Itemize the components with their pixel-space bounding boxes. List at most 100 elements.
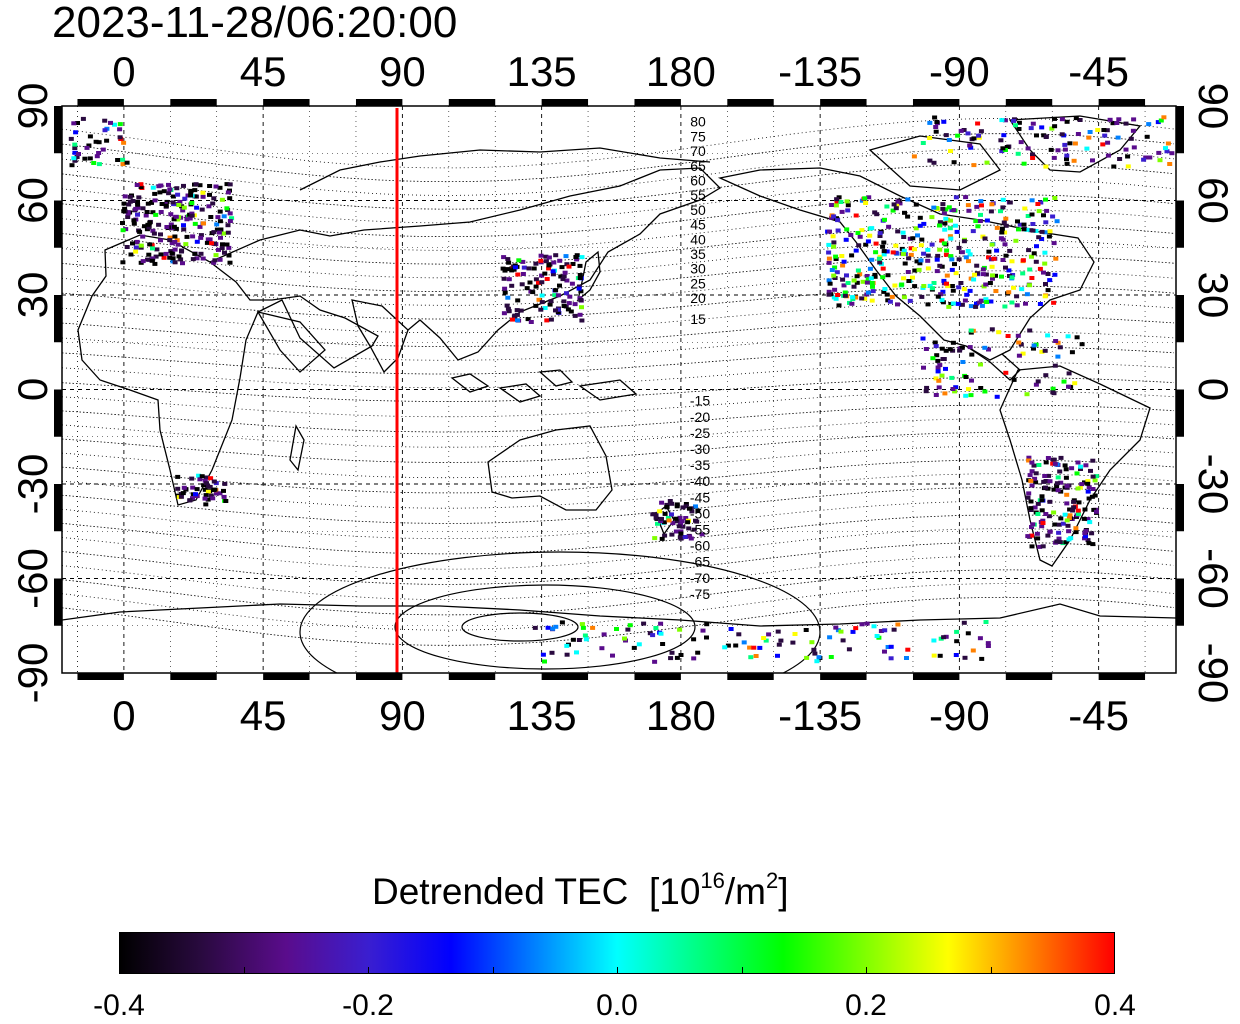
tec-point xyxy=(910,275,915,280)
tec-point xyxy=(878,629,884,633)
tec-point xyxy=(557,258,563,263)
tec-point xyxy=(223,499,229,503)
tec-point xyxy=(153,254,159,259)
tec-point xyxy=(136,195,142,200)
tec-point xyxy=(147,242,153,247)
tec-point xyxy=(869,226,875,231)
tec-point xyxy=(125,215,131,219)
tec-point xyxy=(213,491,219,496)
tec-point xyxy=(536,280,541,285)
tec-point xyxy=(539,300,545,305)
tec-point xyxy=(657,509,663,514)
tec-point xyxy=(653,626,659,630)
tec-point xyxy=(227,260,233,265)
tec-point xyxy=(147,220,153,225)
tec-point xyxy=(904,656,909,660)
tec-point xyxy=(1047,479,1053,484)
tec-point xyxy=(96,151,102,155)
tec-point xyxy=(543,254,549,259)
tec-point xyxy=(539,280,545,285)
right-lat-label: 60 xyxy=(1190,177,1237,224)
tec-point xyxy=(908,252,914,257)
tec-point xyxy=(200,190,206,195)
tec-point xyxy=(677,515,683,520)
tec-point xyxy=(1032,505,1038,510)
tec-point xyxy=(1042,230,1048,235)
tec-point xyxy=(845,208,851,213)
tec-point xyxy=(962,298,968,303)
tec-point xyxy=(1050,214,1056,219)
tec-point xyxy=(1164,149,1170,154)
tec-point xyxy=(72,158,78,163)
tec-point xyxy=(1047,278,1053,283)
tec-point xyxy=(934,120,940,124)
tec-point xyxy=(927,158,933,163)
tec-point xyxy=(226,253,232,258)
bottom-lon-label: 0 xyxy=(112,692,135,739)
tec-point xyxy=(983,297,989,302)
tec-point xyxy=(983,620,989,624)
tec-point xyxy=(169,241,175,246)
right-tick-bar xyxy=(1176,484,1184,532)
tec-point xyxy=(154,247,160,252)
tec-point xyxy=(636,642,642,647)
tec-point xyxy=(989,264,995,269)
tec-point xyxy=(826,292,832,297)
tec-point xyxy=(880,275,886,280)
tec-point xyxy=(164,199,170,204)
tec-point xyxy=(851,284,857,289)
tec-point xyxy=(1074,471,1080,476)
tec-point xyxy=(1066,537,1072,542)
right-lat-label: -90 xyxy=(1190,643,1237,704)
tec-point xyxy=(882,287,888,291)
tec-point xyxy=(1125,164,1131,169)
tec-point xyxy=(225,223,231,228)
tec-point xyxy=(988,209,994,214)
tec-point xyxy=(520,272,526,276)
magnetic-contour xyxy=(62,404,1175,433)
tec-point xyxy=(1064,501,1070,506)
tec-point xyxy=(864,280,870,285)
tec-point xyxy=(1061,379,1067,384)
tec-point xyxy=(1071,505,1077,510)
tec-point xyxy=(625,627,631,632)
tec-point xyxy=(1085,538,1091,543)
tec-point xyxy=(1045,333,1051,338)
top-tick-bar xyxy=(820,99,867,106)
tec-point xyxy=(676,524,682,529)
bottom-lon-label: 135 xyxy=(507,692,577,739)
left-tick-bar xyxy=(54,578,62,626)
tec-point xyxy=(1067,513,1073,518)
tec-point xyxy=(71,156,77,161)
tec-point xyxy=(135,205,141,210)
tec-point xyxy=(178,494,184,499)
tec-point xyxy=(968,328,974,333)
tec-point xyxy=(1052,196,1058,200)
tec-point xyxy=(564,643,570,648)
tec-point xyxy=(1094,509,1099,514)
tec-point xyxy=(1092,478,1098,483)
tec-point xyxy=(1009,259,1015,264)
tec-point xyxy=(893,243,899,248)
tec-point xyxy=(846,647,852,652)
tec-point xyxy=(1167,162,1173,166)
tec-point xyxy=(736,632,742,637)
tec-point xyxy=(984,218,990,223)
tec-point xyxy=(1067,141,1073,146)
tec-point xyxy=(971,163,977,168)
tec-point xyxy=(901,276,907,281)
tec-point xyxy=(835,228,841,233)
tec-point xyxy=(949,267,955,272)
tec-point xyxy=(538,258,544,263)
tec-point xyxy=(776,642,782,647)
tec-point xyxy=(658,631,664,636)
tec-point xyxy=(944,273,950,278)
tec-point xyxy=(873,241,879,246)
tec-point xyxy=(961,128,967,132)
right-tick-bar xyxy=(1176,578,1184,626)
tec-point xyxy=(167,238,173,243)
left-lat-label: 90 xyxy=(9,83,56,130)
tec-point xyxy=(1157,158,1163,163)
tec-point xyxy=(1041,479,1047,484)
tec-point xyxy=(501,255,507,260)
